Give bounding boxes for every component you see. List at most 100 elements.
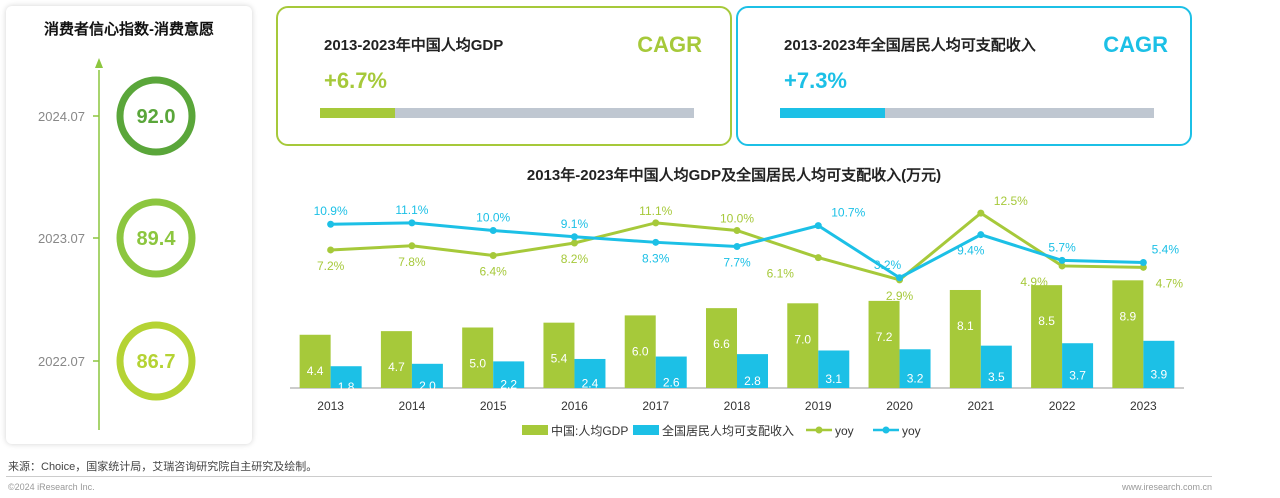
bar-gdp [299, 334, 331, 388]
yoy-point [408, 219, 416, 227]
yoy-point [489, 227, 497, 234]
bar-gdp [543, 322, 575, 388]
confidence-value: 86.7 [137, 351, 176, 373]
x-tick-label: 2018 [724, 399, 751, 413]
bar-income [980, 345, 1012, 388]
bar-income [818, 350, 850, 388]
bar-gdp [868, 300, 900, 388]
bar-gdp [706, 308, 737, 388]
yoy-label: 11.1% [395, 203, 428, 217]
legend-swatch-dot [815, 426, 823, 434]
bar-income [737, 354, 768, 388]
bar-income [493, 361, 525, 388]
confidence-panel: 消费者信心指数-消费意愿 2024.07 92.0 2023.07 89.4 2022.… [6, 6, 252, 444]
confidence-value: 89.4 [137, 228, 177, 250]
source-note: 来源：Choice，国家统计局，艾瑞咨询研究院自主研究及绘制。 [8, 461, 318, 473]
timeline-date: 2023.07 [38, 231, 85, 246]
bar-value-label: 6.0 [632, 344, 649, 358]
gdp-cagr-label: CAGR [637, 32, 702, 57]
yoy-point [652, 219, 660, 227]
income-card-title: 2013-2023年全国居民人均可支配收入 [784, 37, 1036, 54]
legend-label: 全国居民人均可支配收入 [662, 423, 794, 438]
yoy-point [408, 242, 416, 250]
bar-value-label: 8.1 [957, 319, 974, 333]
x-tick-label: 2019 [805, 399, 832, 413]
yoy-label: 7.2% [317, 259, 345, 273]
yoy-label: 10.9% [314, 204, 348, 218]
timeline-date: 2022.07 [38, 354, 85, 369]
yoy-label: 9.1% [561, 217, 589, 231]
bar-value-label: 7.0 [794, 332, 811, 346]
yoy-label: 4.9% [1020, 275, 1048, 289]
website: www.iresearch.com.cn [1121, 482, 1212, 492]
bar-value-label: 4.4 [307, 364, 324, 378]
bar-value-label: 3.5 [988, 370, 1005, 384]
income-cagr-label: CAGR [1103, 32, 1168, 57]
yoy-point [896, 276, 904, 284]
bar-gdp [1112, 280, 1144, 388]
bar-gdp [380, 331, 412, 388]
bar-gdp [787, 303, 819, 388]
bar-income [411, 363, 443, 388]
legend-swatch [522, 425, 548, 435]
yoy-point [977, 209, 985, 217]
yoy-label: 10.0% [720, 212, 754, 226]
bar-value-label: 2.6 [663, 375, 680, 389]
copyright: ©2024 iResearch Inc. [8, 482, 95, 492]
yoy-line-gdp [330, 211, 1144, 282]
yoy-point [1058, 262, 1066, 270]
gdp-progress-track [320, 108, 694, 118]
yoy-label: 8.3% [642, 251, 670, 265]
yoy-label: 7.8% [398, 255, 426, 269]
bar-value-label: 8.9 [1120, 309, 1137, 323]
bar-gdp [949, 289, 981, 388]
confidence-ring [116, 321, 196, 401]
x-tick-label: 2015 [480, 399, 507, 413]
confidence-title: 消费者信心指数-消费意愿 [44, 21, 214, 38]
yoy-label: 7.7% [723, 255, 751, 269]
legend-label: yoy [902, 424, 921, 438]
bar-value-label: 5.0 [469, 357, 486, 371]
x-tick-label: 2017 [642, 399, 669, 413]
bar-value-label: 5.4 [551, 352, 568, 366]
yoy-point [1139, 263, 1147, 271]
yoy-label: 10.7% [831, 206, 865, 220]
x-tick-label: 2021 [967, 399, 994, 413]
bar-value-label: 3.2 [907, 372, 924, 386]
confidence-timeline: 2024.07 92.0 2023.07 89.4 2022.07 86.7 [38, 58, 196, 430]
gdp-card-title: 2013-2023年中国人均GDP [324, 37, 504, 54]
yoy-label: 12.5% [994, 194, 1028, 208]
bar-value-label: 1.8 [338, 380, 355, 394]
yoy-point [814, 254, 822, 262]
bar-income [330, 366, 362, 388]
x-tick-label: 2014 [399, 399, 426, 413]
x-tick-label: 2013 [317, 399, 344, 413]
yoy-label: 8.2% [561, 252, 589, 266]
yoy-point [977, 231, 985, 239]
confidence-value: 92.0 [137, 106, 176, 128]
yoy-point [327, 246, 335, 254]
bar-income [1143, 340, 1175, 388]
bar-value-label: 3.9 [1151, 367, 1168, 381]
bar-value-label: 2.8 [744, 374, 761, 388]
yoy-point [814, 222, 822, 230]
bar-value-label: 6.6 [713, 337, 730, 351]
income-cagr-value: +7.3% [784, 68, 847, 93]
yoy-point [1058, 256, 1066, 264]
confidence-ring [116, 198, 196, 278]
yoy-point [570, 239, 578, 247]
yoy-point [570, 233, 578, 241]
yoy-point [652, 238, 660, 246]
timeline-date: 2024.07 [38, 109, 85, 124]
x-tick-label: 2020 [886, 399, 913, 413]
legend-swatch-dot [882, 426, 890, 434]
bar-value-label: 2.0 [419, 379, 436, 393]
bar-value-label: 3.1 [825, 372, 842, 386]
income-progress-track [780, 108, 1154, 118]
gdp-cagr-card: 2013-2023年中国人均GDP CAGR +6.7% [276, 6, 732, 146]
yoy-point [733, 242, 741, 250]
bar-value-label: 2.4 [582, 376, 599, 390]
yoy-label: 4.7% [1156, 276, 1184, 290]
bar-income [574, 358, 606, 388]
yoy-point [327, 220, 335, 228]
